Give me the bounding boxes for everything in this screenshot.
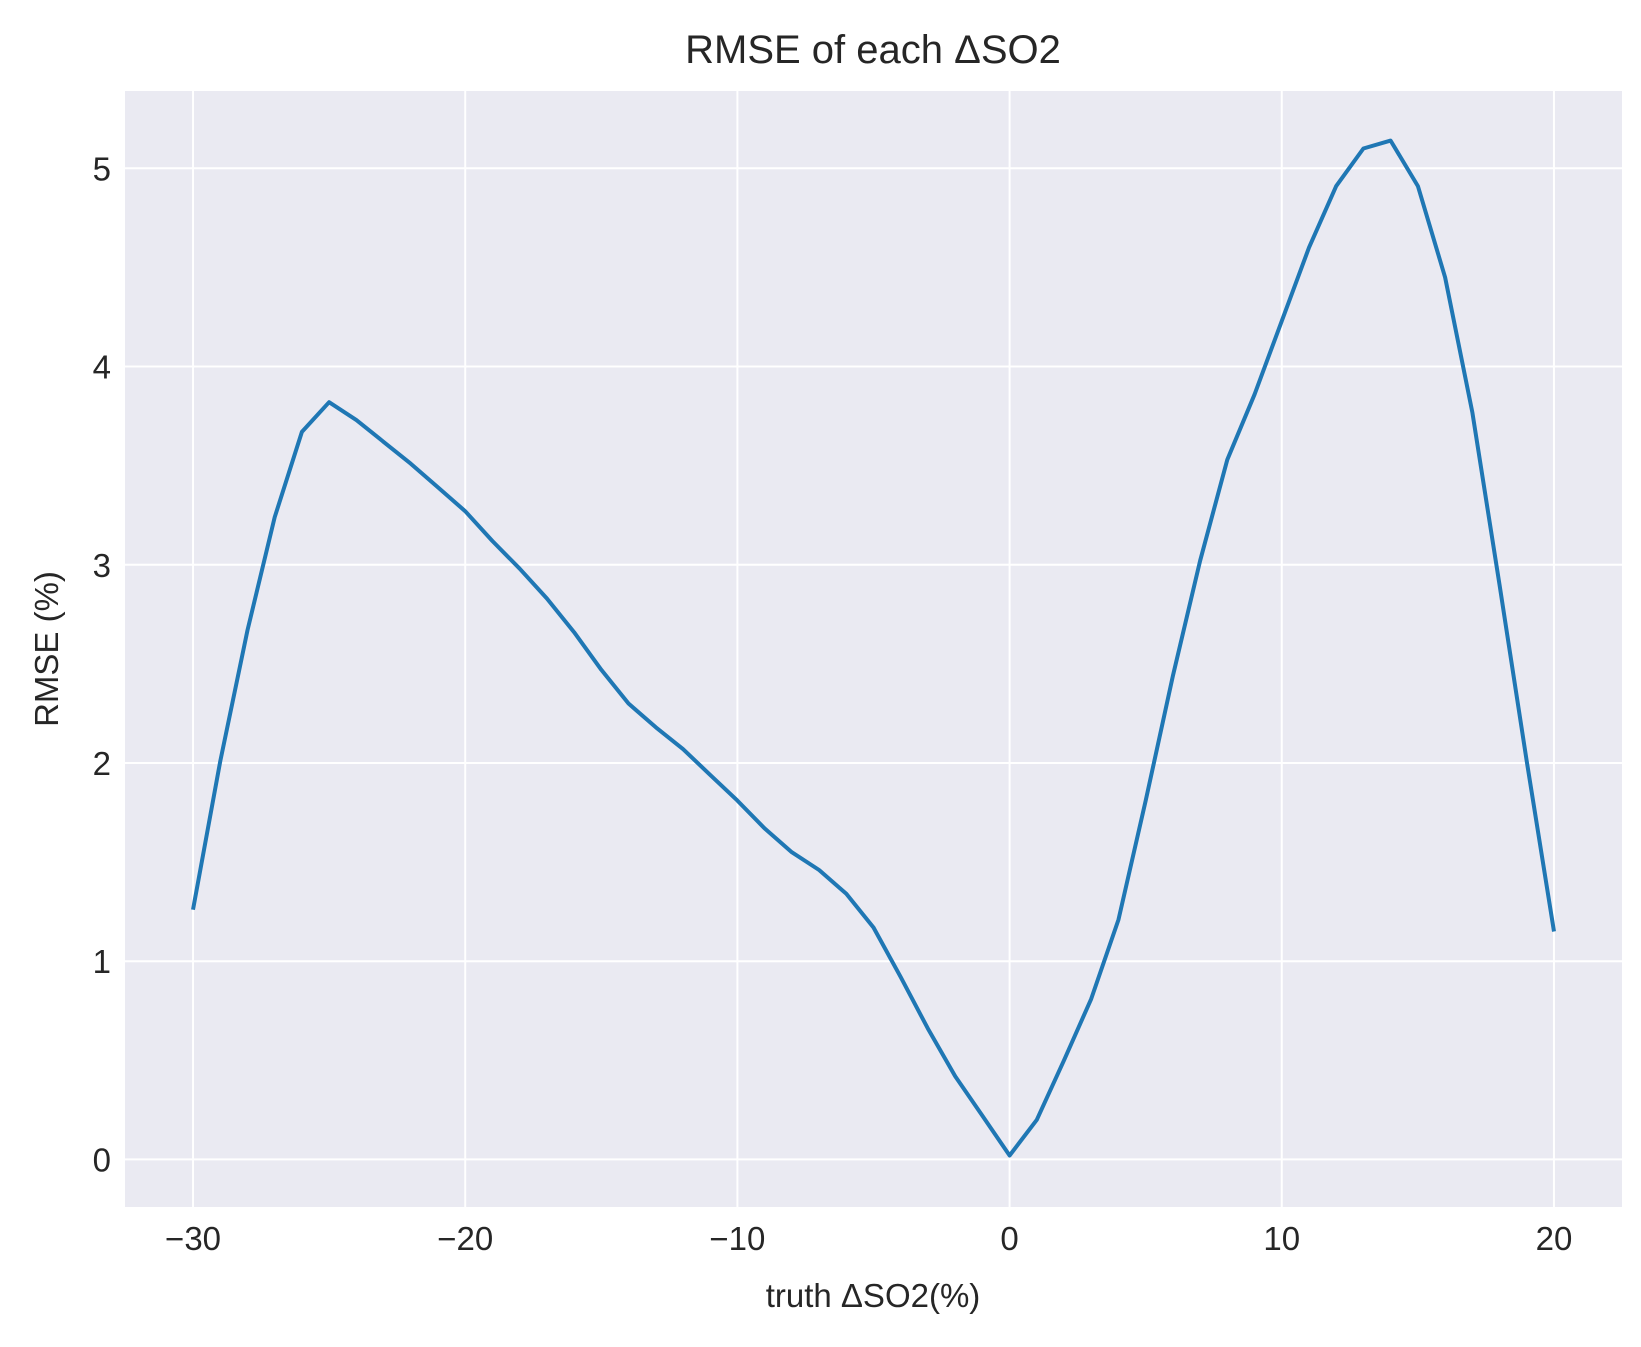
y-tick-label: 2 (93, 745, 111, 782)
y-tick-label: 1 (93, 943, 111, 980)
series-line (191, 138, 1556, 1158)
y-tick-label: 4 (93, 349, 111, 386)
grid-lines (125, 91, 1622, 1207)
series-layer (191, 138, 1556, 1158)
plot-area (125, 91, 1622, 1207)
x-tick-label: 20 (1536, 1220, 1573, 1257)
tick-labels: −30 −20 −10 0 10 20 0 1 2 3 4 5 (93, 150, 1573, 1257)
x-tick-label: 10 (1263, 1220, 1300, 1257)
x-tick-label: −10 (709, 1220, 765, 1257)
x-axis-label: truth ΔSO2(%) (766, 1277, 981, 1314)
x-tick-label: −30 (165, 1220, 221, 1257)
chart-title: RMSE of each ΔSO2 (685, 28, 1061, 72)
x-tick-label: 0 (1000, 1220, 1018, 1257)
x-tick-label: −20 (437, 1220, 493, 1257)
y-tick-label: 3 (93, 547, 111, 584)
y-tick-label: 0 (93, 1141, 111, 1178)
y-axis-label: RMSE (%) (28, 571, 65, 727)
y-tick-label: 5 (93, 150, 111, 187)
